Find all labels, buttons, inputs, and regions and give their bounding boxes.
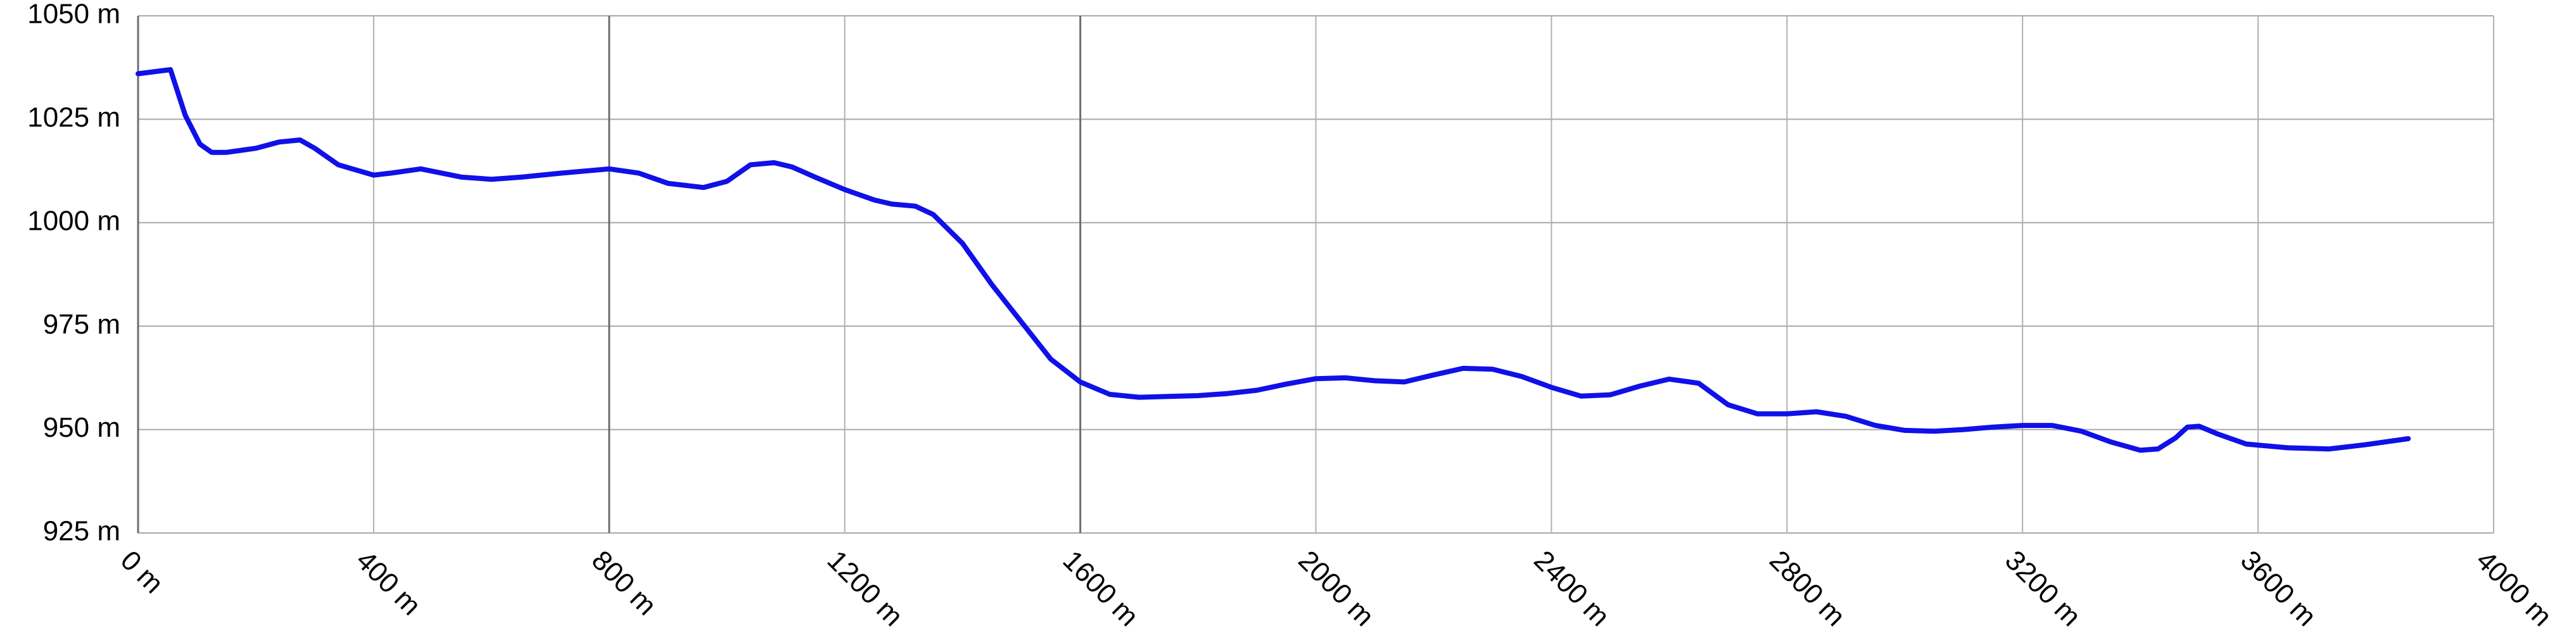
elevation-line bbox=[136, 67, 2411, 453]
y-tick-label: 975 m bbox=[43, 309, 120, 340]
x-axis-tick-labels: 0 m 400 m 800 m 1200 m 1600 m 2000 m 2400 m 280… bbox=[115, 544, 2558, 632]
x-tick-label: 1600 m bbox=[1056, 544, 1144, 632]
series-layer bbox=[136, 67, 2411, 453]
x-tick-label: 2400 m bbox=[1528, 544, 1615, 632]
x-tick-label: 2800 m bbox=[1763, 544, 1851, 632]
x-tick-label: 2000 m bbox=[1292, 544, 1380, 632]
y-tick-label: 1000 m bbox=[27, 205, 120, 236]
x-tick-label: 4000 m bbox=[2470, 544, 2558, 632]
x-tick-label: 400 m bbox=[350, 544, 427, 621]
y-axis-tick-labels: 925 m 950 m 975 m 1000 m 1025 m 1050 m bbox=[27, 0, 120, 547]
y-tick-label: 925 m bbox=[43, 516, 120, 547]
grid-lines bbox=[137, 15, 2494, 534]
x-tick-label: 3200 m bbox=[1999, 544, 2086, 632]
y-tick-label: 950 m bbox=[43, 412, 120, 443]
y-tick-label: 1050 m bbox=[27, 0, 120, 30]
x-tick-label: 3600 m bbox=[2235, 544, 2322, 632]
x-tick-label: 1200 m bbox=[822, 544, 909, 632]
x-tick-label: 0 m bbox=[115, 544, 170, 599]
x-tick-label: 800 m bbox=[586, 544, 663, 621]
y-tick-label: 1025 m bbox=[27, 102, 120, 133]
